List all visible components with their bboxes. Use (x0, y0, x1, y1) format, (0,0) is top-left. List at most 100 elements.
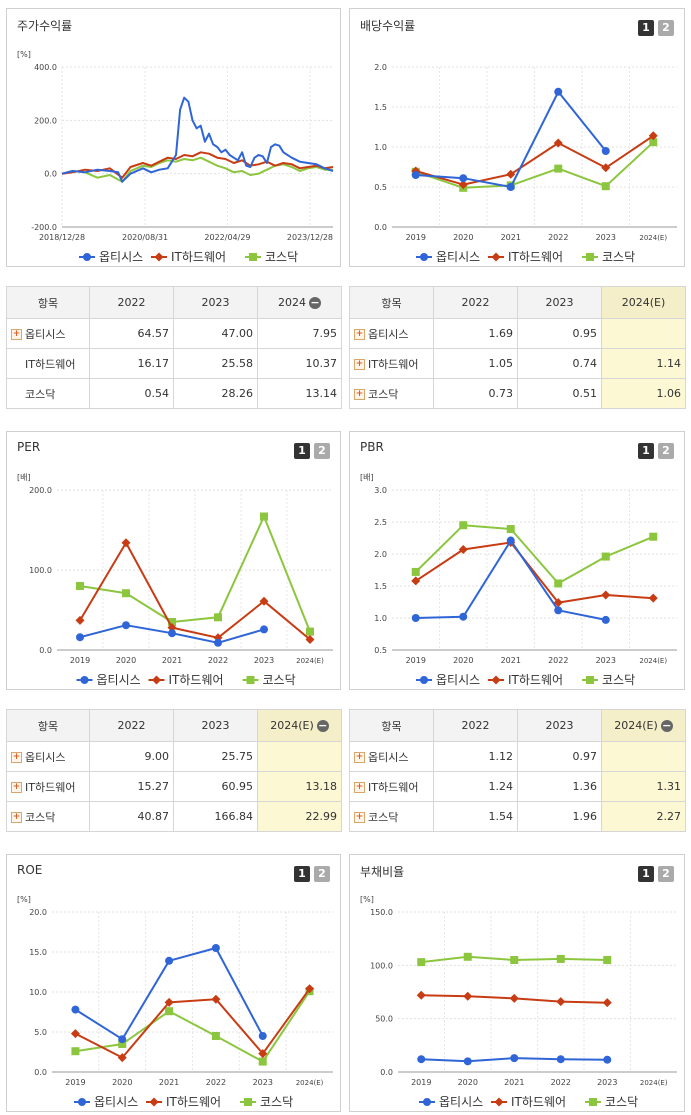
data-point (601, 182, 610, 191)
header-2022: 2022 (89, 709, 174, 742)
data-point (122, 621, 130, 630)
header-2022: 2022 (89, 286, 174, 319)
x-tick-label: 2021 (162, 656, 182, 665)
view-1-button[interactable]: 1 (638, 866, 654, 882)
view-1-button[interactable]: 1 (638, 443, 654, 459)
expand-icon[interactable]: + (354, 812, 365, 823)
row-label[interactable]: IT하드웨어 (368, 357, 419, 371)
cell: 25.58 (173, 348, 258, 379)
x-tick-label: 2023/12/28 (287, 233, 333, 242)
x-tick-label: 2018/12/28 (39, 233, 85, 242)
row-name: + IT하드웨어 (349, 771, 434, 802)
view-2-button[interactable]: 2 (314, 866, 330, 882)
table-row: 코스닥 0.54 28.26 13.14 (6, 378, 342, 409)
data-point (458, 545, 468, 555)
x-tick-label: 2020 (458, 1078, 478, 1087)
x-tick-label: 2022 (548, 656, 568, 665)
row-label[interactable]: 옵티시스 (25, 750, 66, 764)
x-tick-label: 2019 (411, 1078, 431, 1087)
expand-icon[interactable]: + (11, 329, 22, 340)
cell: 60.95 (173, 771, 258, 802)
view-2-button[interactable]: 2 (658, 20, 674, 36)
header-2023: 2023 (517, 286, 602, 319)
data-point (168, 618, 176, 626)
legend-marker (244, 1098, 252, 1106)
expand-icon[interactable]: + (354, 752, 365, 763)
expand-icon[interactable]: + (11, 812, 22, 823)
x-tick-label: 2022 (551, 1078, 571, 1087)
cell: 1.36 (517, 771, 602, 802)
panel-title: ROE (17, 863, 43, 877)
x-tick-label: 2023 (254, 656, 274, 665)
header-2023: 2023 (173, 709, 258, 742)
data-point (214, 638, 222, 647)
x-tick-label: 2021 (501, 233, 521, 242)
view-2-button[interactable]: 2 (658, 866, 674, 882)
expand-icon[interactable]: + (354, 389, 365, 400)
view-2-button[interactable]: 2 (314, 443, 330, 459)
row-label[interactable]: 코스닥 (368, 810, 399, 824)
data-point (70, 1029, 80, 1039)
collapse-icon[interactable]: − (660, 719, 673, 732)
data-point (260, 512, 268, 521)
legend-label: 코스닥 (602, 673, 635, 687)
data-point (601, 163, 611, 173)
data-point (118, 1035, 127, 1044)
row-label[interactable]: 옵티시스 (368, 327, 409, 341)
data-point (305, 984, 315, 994)
data-point (214, 613, 222, 622)
header-label: 2024 (278, 296, 306, 309)
expand-icon[interactable]: + (354, 359, 365, 370)
stock-return-panel: 주가수익률 [%] 400.0 200.0 0.0 -200.0 2018/12/28 20… (6, 8, 341, 267)
expand-icon[interactable]: + (354, 782, 365, 793)
row-label[interactable]: IT하드웨어 (368, 780, 419, 794)
y-tick-label: 400.0 (34, 63, 57, 72)
header-item: 항목 (6, 709, 90, 742)
legend-marker (149, 1097, 159, 1107)
data-point (603, 956, 612, 964)
row-label[interactable]: 코스닥 (25, 810, 56, 824)
expand-icon[interactable]: + (11, 782, 22, 793)
data-point (556, 954, 565, 963)
x-tick-label: 2020 (112, 1078, 132, 1087)
collapse-icon[interactable]: − (316, 719, 329, 732)
row-label[interactable]: 코스닥 (368, 387, 399, 401)
row-label[interactable]: 옵티시스 (25, 327, 66, 341)
view-1-button[interactable]: 1 (294, 443, 310, 459)
row-label[interactable]: 옵티시스 (368, 750, 409, 764)
cell: 0.54 (89, 378, 174, 409)
legend-marker (494, 1097, 504, 1107)
cell (601, 741, 686, 772)
legend-marker (249, 253, 257, 261)
cell: 1.05 (433, 348, 518, 379)
data-point (417, 1055, 426, 1064)
x-tick-label: 2023 (596, 656, 616, 665)
collapse-icon[interactable]: − (309, 296, 321, 309)
view-1-button[interactable]: 1 (294, 866, 310, 882)
expand-icon[interactable]: + (11, 752, 22, 763)
series-line-코스닥 (79, 515, 311, 632)
data-point (121, 538, 131, 548)
series-line-IT하드웨어 (415, 134, 654, 186)
y-tick-label: 200.0 (29, 486, 52, 495)
row-label[interactable]: IT하드웨어 (25, 780, 76, 794)
legend-marker (586, 253, 594, 261)
data-point (601, 552, 610, 561)
expand-icon[interactable]: + (354, 329, 365, 340)
legend-marker (491, 675, 501, 685)
x-tick-label: 2020 (116, 656, 136, 665)
header-2023: 2023 (517, 709, 602, 742)
legend-label: 코스닥 (602, 250, 635, 264)
y-tick-label: 100.0 (29, 566, 52, 575)
cell: 1.31 (601, 771, 686, 802)
cell: 47.00 (173, 318, 258, 349)
view-1-button[interactable]: 1 (638, 20, 654, 36)
cell: 2.27 (601, 801, 686, 832)
data-point (164, 997, 174, 1007)
view-2-button[interactable]: 2 (658, 443, 674, 459)
table-row: + 옵티시스 1.12 0.97 (349, 741, 686, 772)
data-point (463, 1057, 472, 1066)
